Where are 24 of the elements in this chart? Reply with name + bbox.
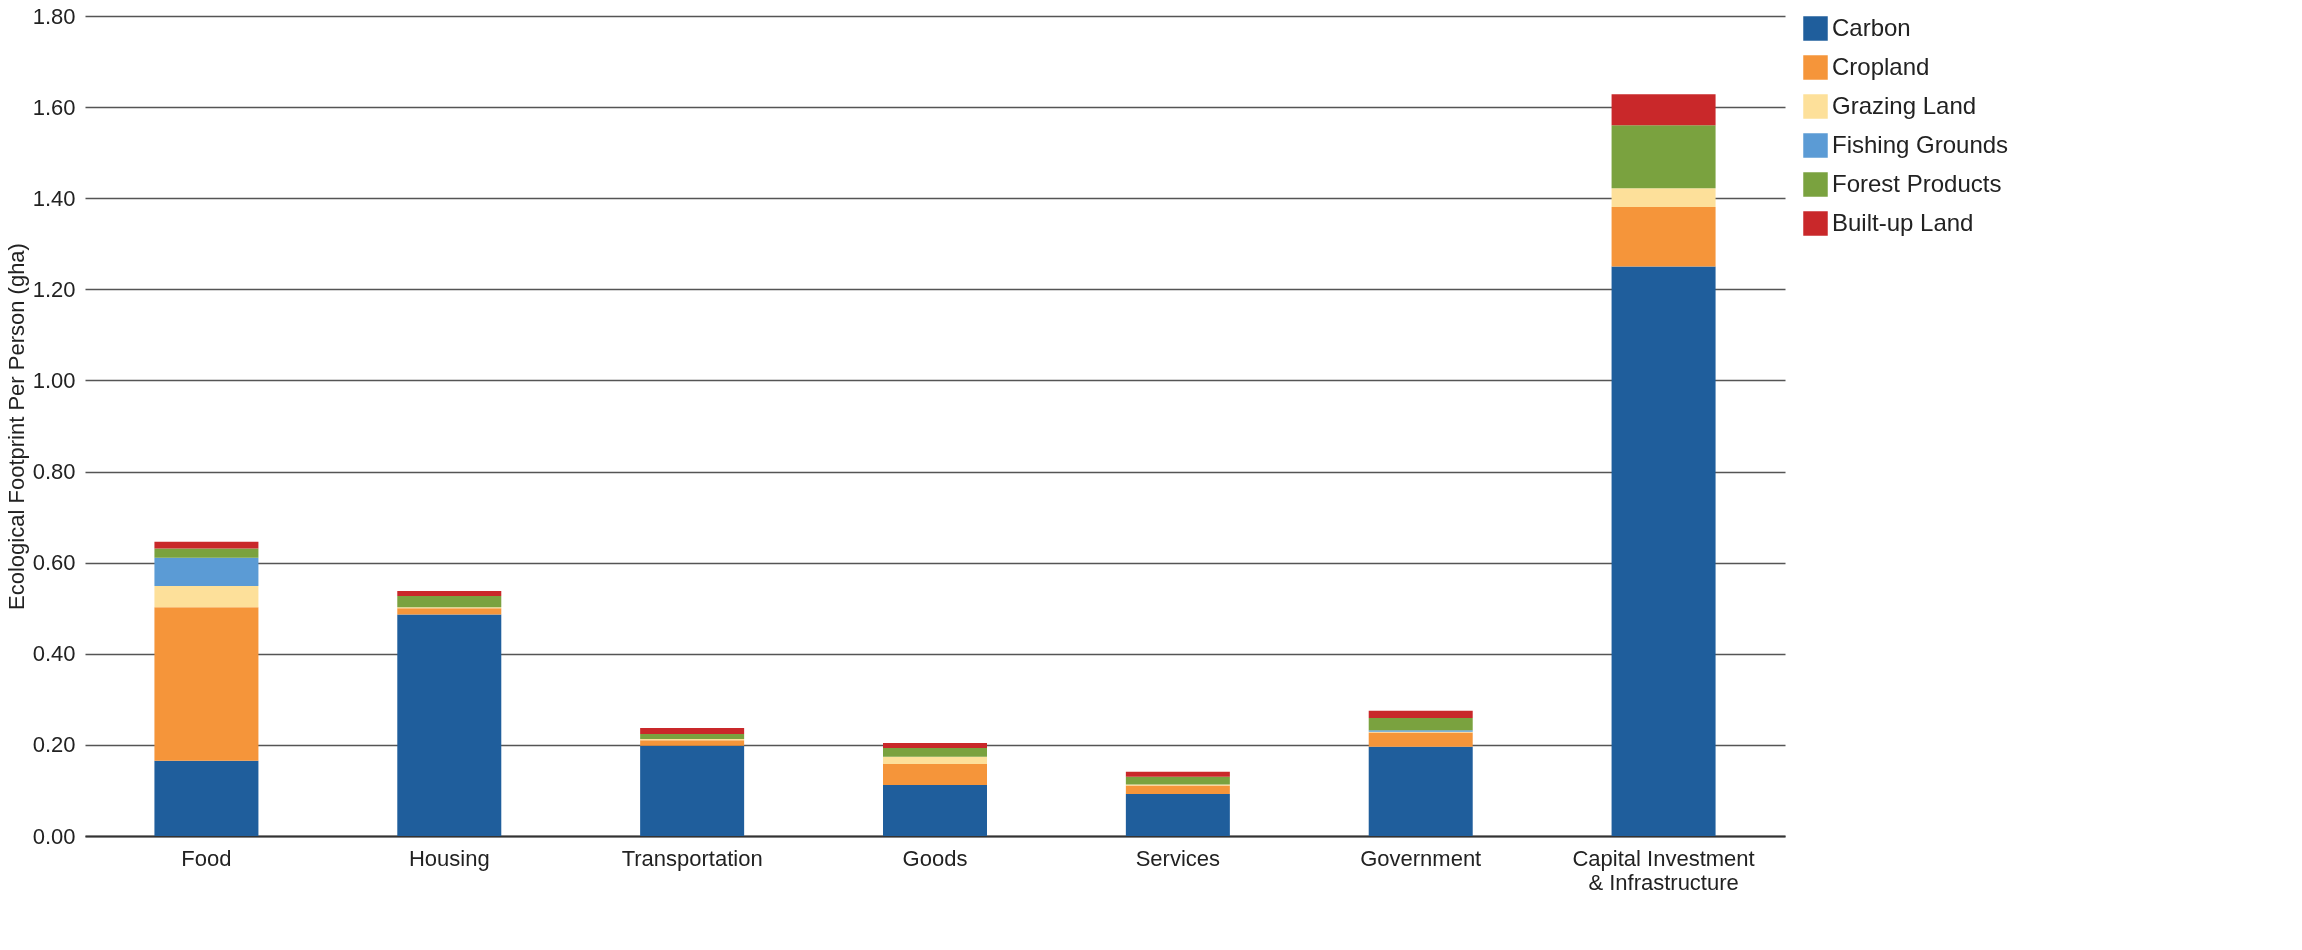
x-tick-label: Food <box>181 845 232 871</box>
y-tick-label: 1.80 <box>32 3 76 29</box>
legend-label: Built-up Land <box>1832 208 1974 236</box>
y-tick-label: 1.60 <box>32 94 76 120</box>
y-axis-title: Ecological Footprint Per Person (gha) <box>3 243 29 610</box>
y-tick-label: 1.40 <box>32 185 76 211</box>
x-tick-label: Goods <box>902 845 968 871</box>
y-tick-label: 0.20 <box>32 732 76 758</box>
legend-label: Grazing Land <box>1832 91 1977 119</box>
y-tick-label: 0.00 <box>32 823 76 849</box>
y-tick-label: 0.60 <box>32 550 76 576</box>
x-tick-label: Services <box>1135 845 1221 871</box>
x-tick-label: Housing <box>408 845 490 871</box>
legend-label: Cropland <box>1832 52 1930 80</box>
y-tick-label: 1.20 <box>32 276 76 302</box>
y-tick-label: 0.40 <box>32 641 76 667</box>
x-tick-label: Transportation <box>621 845 763 871</box>
legend-label: Carbon <box>1832 13 1911 41</box>
legend-label: Fishing Grounds <box>1832 130 2009 158</box>
legend-label: Forest Products <box>1832 169 2002 197</box>
y-tick-label: 0.80 <box>32 459 76 485</box>
x-tick-label: Government <box>1360 845 1482 871</box>
x-tick-label: Capital Investment & Infrastructure <box>1572 845 1755 895</box>
y-tick-label: 1.00 <box>32 367 76 393</box>
